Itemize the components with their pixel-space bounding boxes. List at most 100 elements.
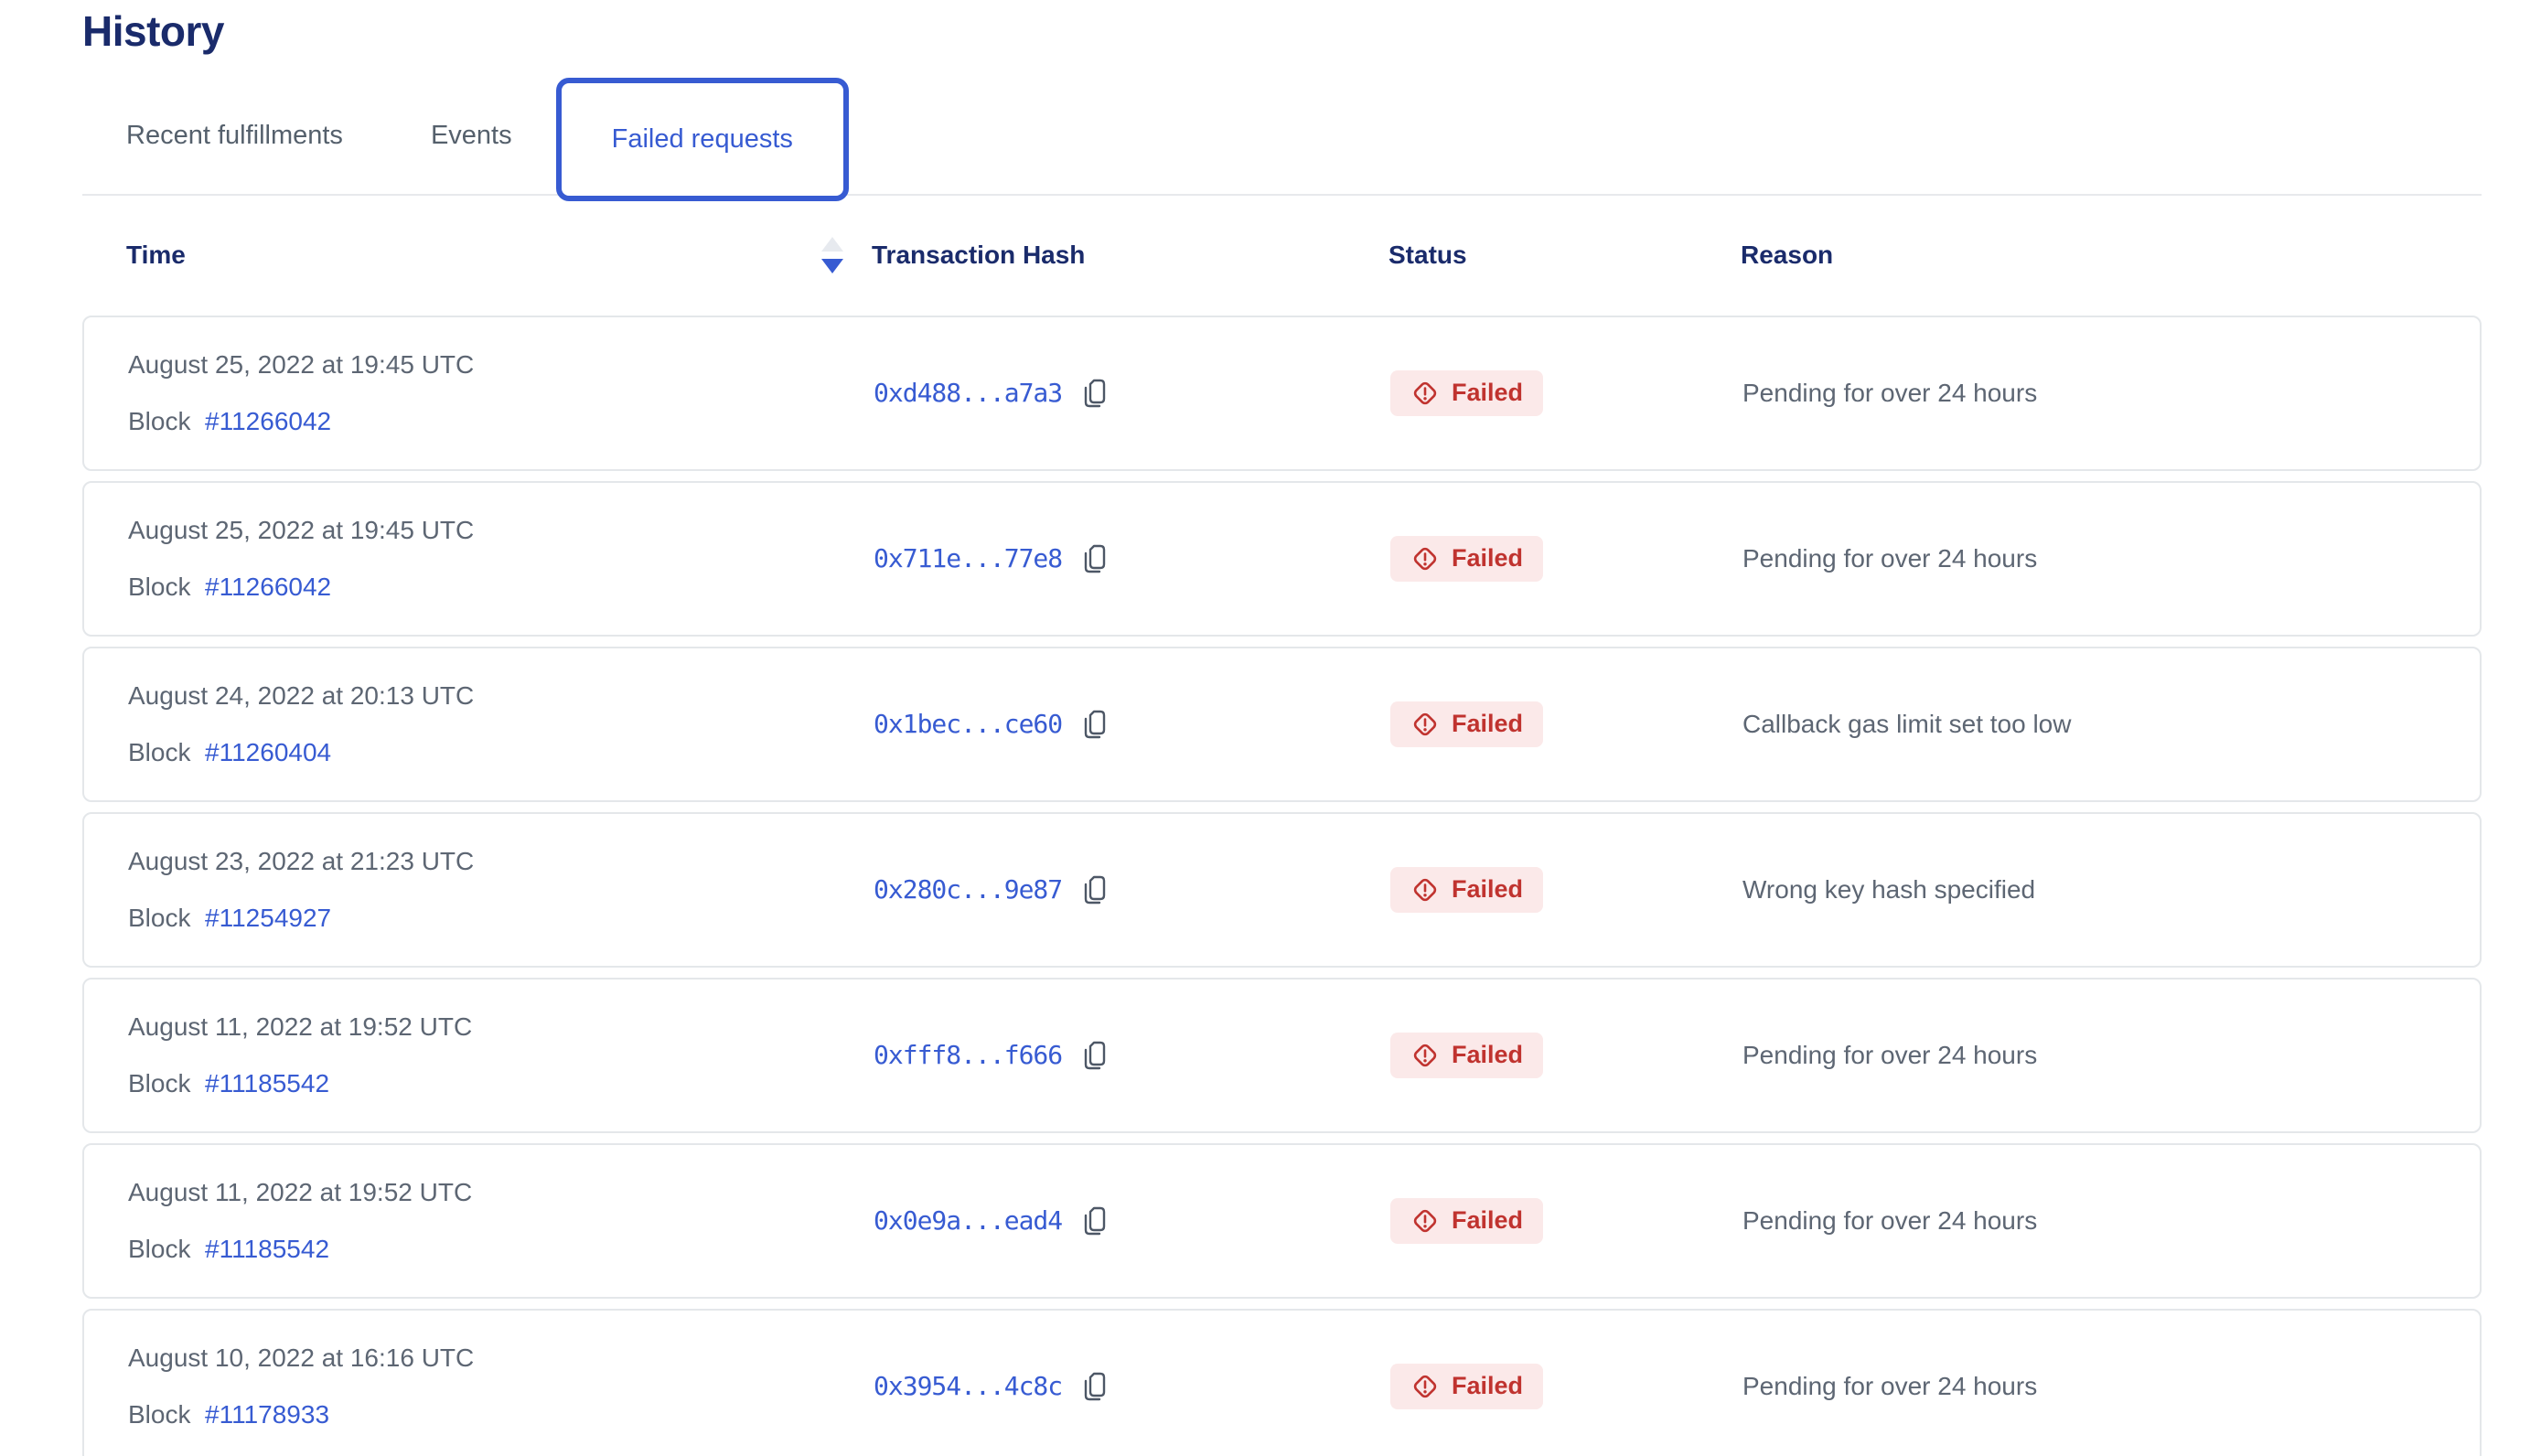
block-number-link[interactable]: #11178933 — [205, 1399, 330, 1429]
sort-descending-icon[interactable] — [820, 235, 844, 275]
status-badge: Failed — [1390, 1363, 1544, 1409]
time-cell: August 10, 2022 at 16:16 UTC Block #1117… — [128, 1341, 874, 1432]
tab-events[interactable]: Events — [430, 120, 512, 150]
timestamp-text: August 11, 2022 at 19:52 UTC — [128, 1012, 473, 1041]
table-row: August 10, 2022 at 16:16 UTC Block #1117… — [82, 1308, 2482, 1456]
transaction-hash-cell: 0x0e9a...ead4 — [874, 1204, 1390, 1237]
timestamp-text: August 24, 2022 at 20:13 UTC — [128, 680, 475, 710]
time-cell: August 25, 2022 at 19:45 UTC Block #1126… — [128, 513, 874, 605]
block-number-link[interactable]: #11260404 — [205, 737, 332, 766]
status-text: Failed — [1452, 710, 1524, 738]
tab-recent-fulfillments[interactable]: Recent fulfillments — [126, 120, 343, 150]
time-header-label: Time — [126, 241, 186, 270]
status-badge: Failed — [1390, 1197, 1544, 1244]
block-line: Block #11254927 — [128, 901, 874, 936]
timestamp-text: August 10, 2022 at 16:16 UTC — [128, 1343, 475, 1372]
transaction-hash-link[interactable]: 0xd488...a7a3 — [874, 378, 1063, 409]
reason-text: Pending for over 24 hours — [1742, 1040, 2038, 1069]
copy-icon — [1084, 710, 1106, 739]
timestamp-text: August 23, 2022 at 21:23 UTC — [128, 846, 475, 875]
reason-text: Pending for over 24 hours — [1742, 543, 2038, 573]
transaction-hash-cell: 0x1bec...ce60 — [874, 708, 1390, 741]
block-line: Block #11185542 — [128, 1232, 874, 1267]
reason-text: Pending for over 24 hours — [1742, 378, 2038, 407]
column-header-hash[interactable]: Transaction Hash — [872, 241, 1086, 270]
block-label: Block — [128, 903, 198, 932]
reason-text: Pending for over 24 hours — [1742, 1371, 2038, 1400]
status-text: Failed — [1452, 379, 1524, 407]
block-line: Block #11266042 — [128, 570, 874, 605]
warning-diamond-icon — [1413, 878, 1437, 902]
block-number-link[interactable]: #11254927 — [205, 903, 332, 932]
block-label: Block — [128, 572, 198, 601]
block-number-link[interactable]: #11185542 — [205, 1068, 330, 1097]
reason-text: Callback gas limit set too low — [1742, 709, 2072, 738]
copy-icon — [1084, 1372, 1106, 1401]
status-cell: Failed — [1390, 866, 1742, 913]
time-cell: August 11, 2022 at 19:52 UTC Block #1118… — [128, 1010, 874, 1101]
warning-diamond-icon — [1413, 547, 1437, 571]
transaction-hash-cell: 0xd488...a7a3 — [874, 377, 1390, 410]
time-cell: August 25, 2022 at 19:45 UTC Block #1126… — [128, 348, 874, 439]
transaction-hash-cell: 0x3954...4c8c — [874, 1370, 1390, 1403]
status-text: Failed — [1452, 875, 1524, 904]
time-cell: August 24, 2022 at 20:13 UTC Block #1126… — [128, 679, 874, 770]
column-header-status[interactable]: Status — [1388, 241, 1467, 270]
transaction-hash-link[interactable]: 0x711e...77e8 — [874, 543, 1063, 574]
warning-diamond-icon — [1413, 1375, 1437, 1398]
copy-hash-button[interactable] — [1080, 1039, 1110, 1072]
warning-diamond-icon — [1413, 381, 1437, 405]
block-line: Block #11185542 — [128, 1066, 874, 1101]
copy-hash-button[interactable] — [1080, 542, 1110, 575]
timestamp-text: August 25, 2022 at 19:45 UTC — [128, 515, 475, 544]
copy-icon — [1084, 1041, 1106, 1070]
status-cell: Failed — [1390, 369, 1742, 416]
copy-icon — [1084, 544, 1106, 573]
time-cell: August 23, 2022 at 21:23 UTC Block #1125… — [128, 844, 874, 936]
block-line: Block #11266042 — [128, 404, 874, 439]
table-row: August 24, 2022 at 20:13 UTC Block #1126… — [82, 646, 2482, 802]
copy-hash-button[interactable] — [1080, 1370, 1110, 1403]
table-header-row: Time Transaction Hash Status Reason — [82, 196, 2482, 316]
block-label: Block — [128, 1399, 198, 1429]
reason-text: Pending for over 24 hours — [1742, 1205, 2038, 1235]
history-tabbar: Recent fulfillments Events Failed reques… — [82, 77, 2482, 201]
status-badge: Failed — [1390, 866, 1544, 913]
status-cell: Failed — [1390, 701, 1742, 747]
status-cell: Failed — [1390, 535, 1742, 582]
tab-failed-requests[interactable]: Failed requests — [555, 77, 849, 201]
copy-hash-button[interactable] — [1080, 708, 1110, 741]
block-label: Block — [128, 1234, 198, 1263]
table-row: August 23, 2022 at 21:23 UTC Block #1125… — [82, 811, 2482, 968]
transaction-hash-cell: 0xfff8...f666 — [874, 1039, 1390, 1072]
copy-hash-button[interactable] — [1080, 873, 1110, 906]
block-number-link[interactable]: #11266042 — [205, 406, 332, 435]
copy-icon — [1084, 875, 1106, 905]
timestamp-text: August 25, 2022 at 19:45 UTC — [128, 349, 475, 379]
block-number-link[interactable]: #11266042 — [205, 572, 332, 601]
status-cell: Failed — [1390, 1197, 1742, 1244]
transaction-hash-link[interactable]: 0x1bec...ce60 — [874, 709, 1063, 740]
time-cell: August 11, 2022 at 19:52 UTC Block #1118… — [128, 1175, 874, 1267]
reason-text: Wrong key hash specified — [1742, 874, 2036, 904]
column-header-reason[interactable]: Reason — [1741, 241, 1834, 270]
status-text: Failed — [1452, 1206, 1524, 1235]
block-number-link[interactable]: #11185542 — [205, 1234, 330, 1263]
status-text: Failed — [1452, 1372, 1524, 1400]
status-badge: Failed — [1390, 1032, 1544, 1078]
column-header-time[interactable]: Time — [126, 235, 872, 275]
status-badge: Failed — [1390, 701, 1544, 747]
table-body: August 25, 2022 at 19:45 UTC Block #1126… — [82, 315, 2482, 1456]
copy-icon — [1084, 379, 1106, 408]
status-badge: Failed — [1390, 369, 1544, 416]
transaction-hash-link[interactable]: 0x280c...9e87 — [874, 874, 1063, 905]
table-row: August 25, 2022 at 19:45 UTC Block #1126… — [82, 315, 2482, 471]
block-line: Block #11178933 — [128, 1397, 874, 1432]
transaction-hash-link[interactable]: 0x3954...4c8c — [874, 1371, 1063, 1402]
copy-hash-button[interactable] — [1080, 377, 1110, 410]
copy-hash-button[interactable] — [1080, 1204, 1110, 1237]
table-row: August 25, 2022 at 19:45 UTC Block #1126… — [82, 480, 2482, 637]
transaction-hash-link[interactable]: 0x0e9a...ead4 — [874, 1205, 1063, 1237]
page-title: History — [82, 7, 224, 55]
transaction-hash-link[interactable]: 0xfff8...f666 — [874, 1040, 1063, 1071]
